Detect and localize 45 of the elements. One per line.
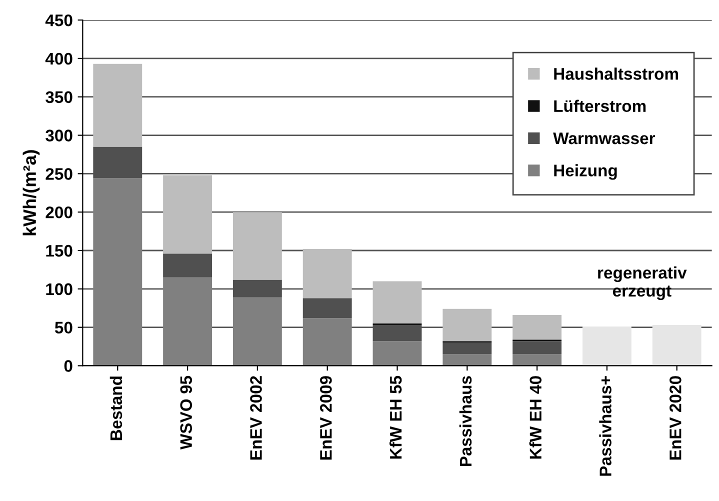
bar <box>442 354 492 366</box>
legend-label: Heizung <box>554 164 617 180</box>
bar <box>163 277 212 366</box>
bar <box>512 341 562 354</box>
bar <box>163 254 212 278</box>
y-tick-label: 300 <box>46 130 72 142</box>
x-tick-label: EnEV 2002 <box>250 376 262 460</box>
bar <box>512 315 562 340</box>
bar <box>232 297 282 366</box>
bar <box>372 281 422 324</box>
y-tick-label: 100 <box>46 283 72 296</box>
y-tick-label: 250 <box>46 168 72 180</box>
legend-label: Warmwasser <box>553 132 656 144</box>
bar <box>302 248 352 298</box>
y-tick-label: 450 <box>45 14 72 26</box>
x-tick-label: Passivhaus <box>459 376 472 466</box>
bar <box>582 326 632 366</box>
y-tick-label: 150 <box>46 244 72 257</box>
bar <box>232 212 282 280</box>
annotation: regenerativ erzeugt <box>598 266 687 300</box>
legend-label: Lüfterstrom <box>554 100 646 112</box>
y-tick-label: 400 <box>45 52 72 65</box>
x-tick-label: KfW EH 55 <box>389 376 402 459</box>
bar <box>163 175 212 254</box>
y-tick-label: 0 <box>64 360 72 372</box>
x-tick-label: EnEV 2009 <box>320 376 332 460</box>
bar <box>302 318 352 366</box>
y-axis-title: kWh/(m²a) <box>22 150 40 236</box>
bar <box>93 178 142 366</box>
bar <box>302 298 352 318</box>
legend-label: Haushaltsstrom <box>554 68 678 80</box>
x-tick-label: WSVO 95 <box>180 376 192 450</box>
bar <box>512 354 562 366</box>
x-tick-label: KfW EH 40 <box>529 376 542 459</box>
bar <box>442 342 492 354</box>
x-tick-label: Passivhaus+ <box>599 376 612 476</box>
x-tick-label: Bestand <box>110 376 122 440</box>
y-tick-label: 200 <box>46 206 72 218</box>
x-tick-label: EnEV 2020 <box>670 376 682 460</box>
bar <box>93 64 142 147</box>
bar <box>652 325 702 366</box>
bar <box>372 341 422 366</box>
y-tick-label: 350 <box>46 91 72 104</box>
bar <box>442 308 492 342</box>
y-tick-label: 50 <box>54 322 72 334</box>
